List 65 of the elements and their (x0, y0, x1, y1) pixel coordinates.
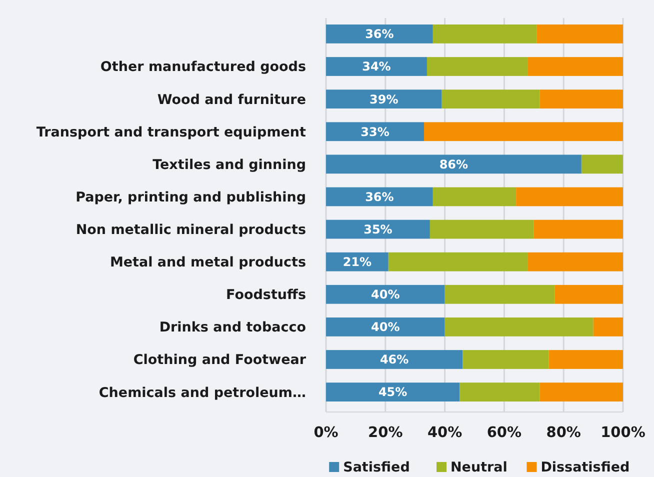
bar (528, 57, 623, 76)
legend-label: Dissatisfied (540, 460, 630, 476)
bar (540, 382, 623, 402)
bar (432, 24, 537, 44)
x-tick-label: 0% (314, 425, 339, 442)
data-label: 46% (380, 352, 409, 367)
bar (528, 252, 623, 272)
bar (536, 24, 623, 44)
y-tick-label: Non metallic mineral products (76, 222, 306, 238)
data-label: 35% (364, 222, 392, 236)
bar (326, 57, 427, 76)
bar (548, 350, 623, 369)
bar (326, 24, 433, 44)
data-label: 34% (362, 60, 391, 74)
bar (326, 284, 445, 304)
bar (444, 318, 594, 336)
bar (326, 122, 424, 142)
data-label: 45% (378, 385, 408, 400)
x-tick-label: 40% (427, 425, 463, 442)
bar (424, 122, 623, 142)
y-tick-label: Foodstuffs (226, 287, 306, 304)
bar (444, 284, 555, 304)
data-label: 39% (370, 92, 398, 106)
legend-label: Neutral (450, 460, 508, 476)
y-tick-label: Other manufactured goods (100, 59, 306, 76)
data-label: 36% (365, 190, 394, 204)
bar (326, 382, 460, 402)
x-tick-label: 20% (368, 425, 404, 442)
bar (554, 284, 623, 304)
data-label: 40% (371, 288, 400, 302)
x-tick-label: 80% (546, 425, 582, 442)
bar (326, 187, 433, 206)
x-tick-label: 60% (486, 425, 522, 442)
bar (462, 350, 549, 369)
data-label: 33% (360, 124, 390, 139)
y-tick-label: Chemicals and petroleum… (98, 384, 306, 401)
y-tick-label: Clothing and Footwear (133, 352, 306, 368)
data-label: 36% (365, 27, 394, 42)
data-label: 86% (439, 157, 468, 172)
bar (326, 318, 445, 336)
data-label: 40% (371, 320, 400, 334)
bar (593, 318, 623, 336)
bar (460, 382, 540, 402)
bar (534, 220, 623, 239)
legend-label: Satisfied (343, 460, 410, 476)
y-tick-label: Drinks and tobacco (159, 320, 306, 336)
bar (581, 154, 623, 174)
bar (432, 187, 516, 206)
bar (516, 187, 623, 206)
bar (388, 252, 528, 272)
bar (430, 220, 534, 239)
bar (426, 57, 528, 76)
y-tick-label: Wood and furniture (157, 92, 306, 108)
bar (326, 350, 463, 369)
bar (326, 220, 430, 239)
x-tick-label: 100% (600, 425, 646, 442)
bar (442, 90, 540, 108)
bar (326, 154, 582, 174)
bar (540, 90, 623, 108)
y-tick-label: Transport and transport equipment (36, 124, 307, 140)
bar (326, 90, 442, 108)
y-tick-label: Paper, printing and publishing (76, 189, 306, 206)
y-tick-label: Metal and metal products (110, 254, 306, 271)
data-label: 21% (342, 255, 372, 270)
y-tick-label: Textiles and ginning (152, 156, 306, 173)
